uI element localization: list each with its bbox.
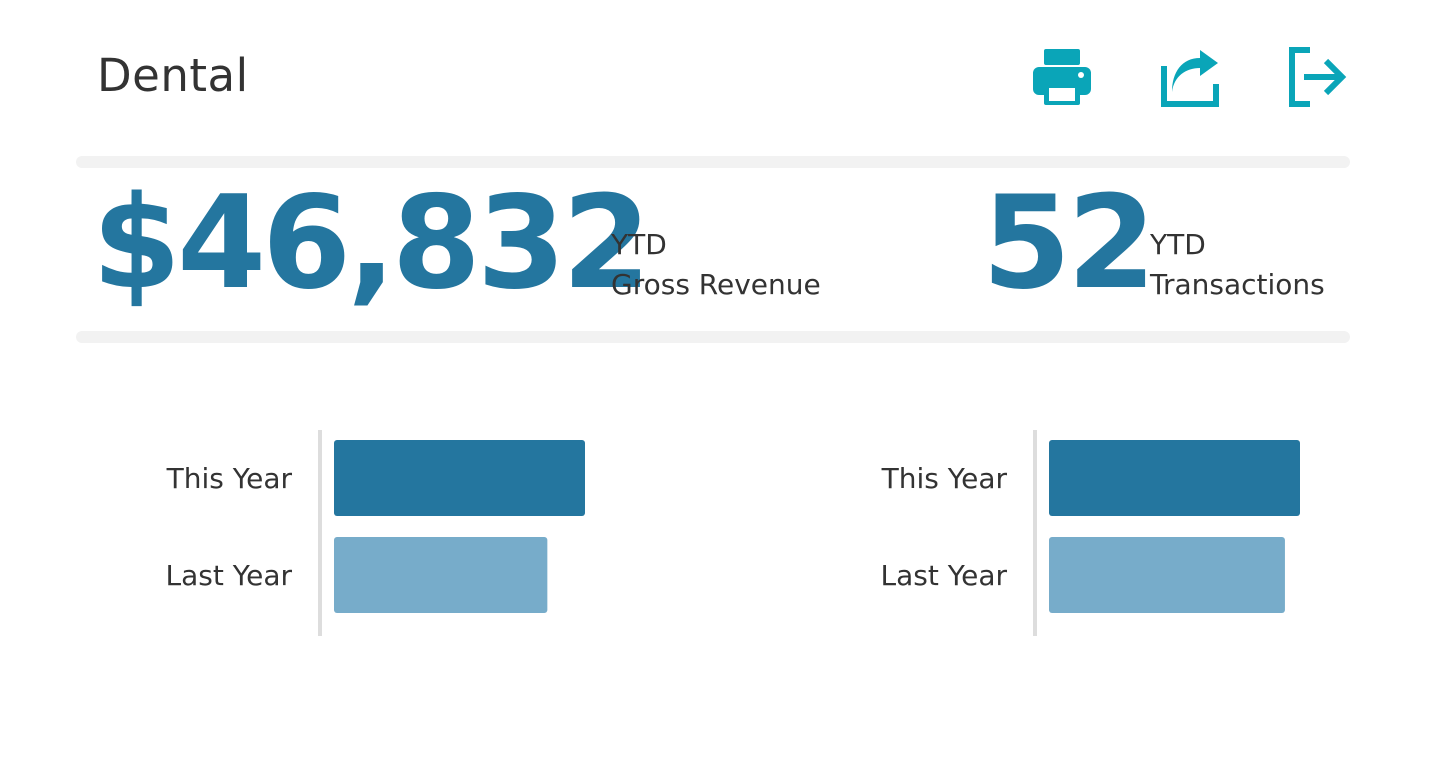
toolbar [1030, 46, 1350, 110]
transactions-label: Transactions [1150, 268, 1325, 301]
share-button[interactable] [1158, 46, 1222, 110]
transactions-comparison-chart: This Year Last Year [865, 430, 1345, 636]
bar-this-year [334, 440, 585, 516]
transactions-value: 52 [982, 169, 1156, 318]
page-title: Dental [97, 49, 249, 102]
chart-axis [1033, 430, 1037, 636]
category-label: This Year [166, 462, 293, 495]
bottom-divider [76, 331, 1350, 343]
bar-last-year [1049, 537, 1285, 613]
bar-this-year [1049, 440, 1300, 516]
category-label: Last Year [880, 559, 1007, 592]
transactions-label-ytd: YTD [1150, 228, 1206, 261]
revenue-label-ytd: YTD [611, 228, 667, 261]
logout-icon [1289, 47, 1347, 107]
bar-chart-svg: This Year Last Year [165, 430, 585, 636]
revenue-value: $46,832 [92, 169, 651, 318]
print-button[interactable] [1030, 46, 1094, 110]
top-divider [76, 156, 1350, 168]
category-label: This Year [881, 462, 1008, 495]
chart-axis [318, 430, 322, 636]
bar-chart-svg: This Year Last Year [880, 430, 1300, 636]
revenue-label: Gross Revenue [611, 268, 821, 301]
printer-icon [1033, 49, 1091, 105]
bar-last-year [334, 537, 548, 613]
share-icon [1161, 50, 1219, 107]
revenue-comparison-chart: This Year Last Year [150, 430, 630, 636]
category-label: Last Year [165, 559, 292, 592]
logout-button[interactable] [1286, 46, 1350, 110]
